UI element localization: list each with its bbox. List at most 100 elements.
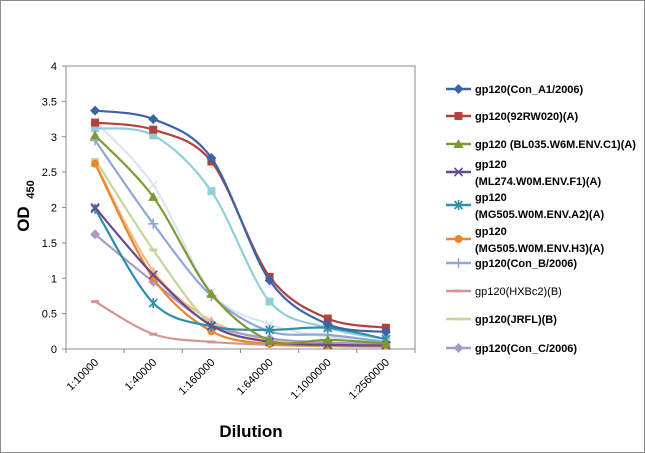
series-2: [90, 130, 391, 348]
data-point: [453, 84, 464, 94]
legend-label: (MG505.W0M.ENV.A2)(A): [475, 209, 605, 221]
legend-label: gp120(Con_A1/2006): [475, 84, 584, 96]
data-point: [148, 298, 158, 309]
data-point: [380, 338, 391, 348]
marker-triangle: [380, 338, 391, 348]
legend-item: gp120 (BL035.W6M.ENV.C1)(A): [446, 139, 636, 151]
data-point: [91, 118, 100, 127]
data-point: [454, 289, 463, 293]
series-line: [94, 206, 386, 347]
marker-dash: [454, 289, 463, 293]
data-point: [453, 343, 464, 353]
marker-square: [265, 297, 274, 306]
marker-dash: [91, 157, 100, 161]
data-point: [454, 317, 463, 321]
legend-label: (MG505.W0M.ENV.H3)(A): [475, 243, 605, 255]
marker-diamond: [453, 84, 464, 94]
data-point: [91, 159, 100, 168]
data-point: [453, 167, 464, 177]
series-line: [94, 139, 387, 344]
data-point: [148, 114, 159, 125]
marker-dash: [91, 300, 100, 304]
marker-star: [148, 298, 158, 309]
marker-dash: [149, 248, 158, 252]
y-axis-title-main: OD: [14, 206, 33, 232]
marker-diamond: [380, 327, 391, 338]
series-0: [90, 105, 391, 338]
marker-plus: [148, 218, 159, 229]
marker-triangle: [90, 130, 101, 140]
y-tick-label: 3.5: [42, 96, 57, 108]
marker-dash: [454, 317, 463, 321]
data-point: [453, 258, 464, 268]
marker-square: [323, 314, 332, 323]
y-tick-label: 0: [51, 344, 57, 356]
data-point: [90, 202, 100, 213]
legend-label: gp120(Con_C/2006): [475, 343, 577, 355]
legend-item: gp120(92RW020)(A): [446, 111, 578, 123]
data-point: [149, 332, 158, 336]
data-point: [322, 334, 333, 344]
marker-x: [90, 202, 100, 213]
x-axis-title: Dilution: [219, 422, 282, 441]
data-point: [322, 319, 333, 330]
legend-label: gp120: [475, 226, 507, 238]
data-point: [91, 300, 100, 304]
legend-item: gp120(Con_B/2006): [446, 258, 577, 270]
data-point: [454, 112, 463, 120]
marker-diamond: [90, 229, 101, 240]
data-point: [264, 335, 275, 345]
marker-triangle: [453, 139, 464, 148]
legend-label: gp120: [475, 192, 507, 204]
data-point: [265, 297, 274, 306]
marker-triangle: [148, 191, 159, 201]
marker-square: [454, 112, 463, 120]
marker-diamond: [148, 114, 159, 125]
series-line: [94, 120, 387, 344]
data-point: [380, 327, 391, 338]
data-point: [454, 235, 463, 243]
legend-label: gp120(92RW020)(A): [475, 111, 578, 123]
data-point: [148, 218, 159, 229]
y-axis-title-subscript: 450: [25, 180, 37, 198]
marker-triangle: [322, 334, 333, 344]
series-12: [90, 116, 391, 347]
marker-square: [91, 124, 100, 133]
data-point: [148, 180, 158, 190]
legend-label: gp120(JRFL)(B): [475, 314, 557, 326]
data-point: [453, 139, 464, 148]
marker-diamond: [322, 319, 333, 330]
y-tick-label: 4: [51, 61, 57, 73]
marker-x: [148, 270, 158, 280]
marker-dash: [149, 332, 158, 336]
series-line: [94, 109, 387, 334]
marker-x: [148, 180, 158, 190]
data-point: [265, 324, 275, 335]
marker-star: [453, 200, 464, 210]
data-point: [207, 340, 216, 344]
legend-item: gp120(Con_A1/2006): [446, 84, 584, 96]
marker-dash: [207, 340, 216, 344]
data-point: [323, 314, 332, 323]
marker-star: [265, 324, 275, 335]
data-point: [90, 229, 101, 240]
data-point: [264, 275, 275, 286]
series-line: [94, 127, 387, 341]
data-point: [206, 321, 216, 331]
marker-square: [91, 118, 100, 127]
legend-item: gp120 (MG505.W0M.ENV.A2)(A): [446, 192, 605, 221]
y-tick-label: 1: [51, 273, 57, 285]
legend-label: (ML274.W0M.ENV.F1)(A): [475, 176, 601, 188]
y-tick-label: 0.5: [42, 309, 57, 321]
series-10: [91, 124, 390, 344]
x-tick-label: 1:2560000: [347, 357, 392, 402]
marker-square: [149, 131, 158, 140]
data-point: [206, 152, 217, 163]
legend-item: gp120 (MG505.W0M.ENV.H3)(A): [446, 226, 605, 255]
marker-diamond: [90, 105, 101, 116]
marker-square: [149, 125, 158, 134]
data-point: [453, 200, 464, 210]
marker-x: [453, 167, 464, 177]
legend-label: gp120: [475, 159, 507, 171]
